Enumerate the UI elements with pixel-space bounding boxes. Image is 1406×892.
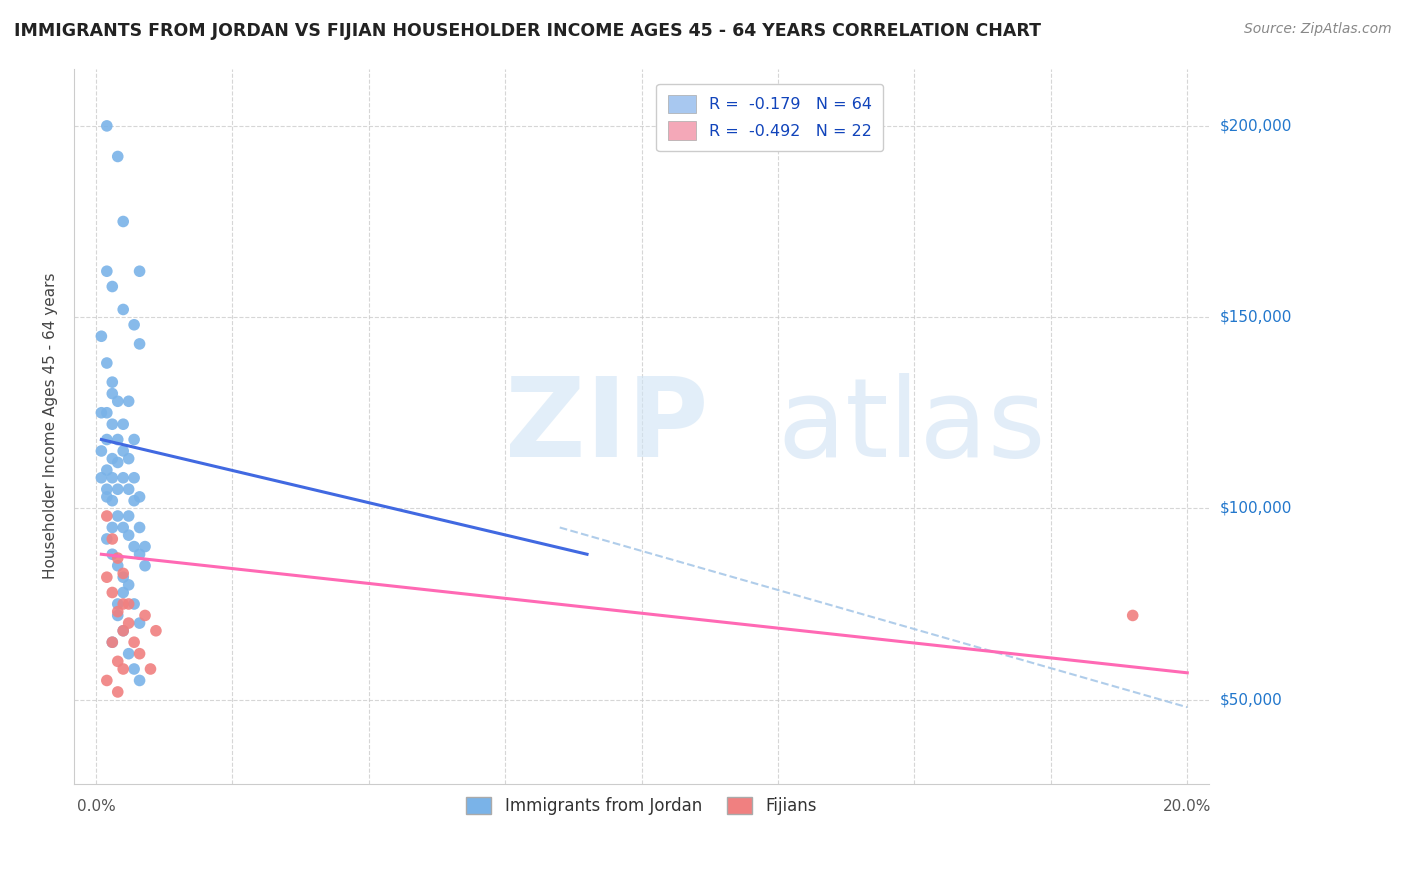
Point bbox=[128, 616, 150, 631]
Point bbox=[101, 386, 124, 401]
Point bbox=[118, 578, 141, 592]
Point bbox=[107, 433, 129, 447]
Point bbox=[134, 608, 156, 623]
Text: Source: ZipAtlas.com: Source: ZipAtlas.com bbox=[1244, 22, 1392, 37]
Point bbox=[96, 673, 118, 688]
Point bbox=[96, 433, 118, 447]
Point bbox=[107, 551, 129, 566]
Point bbox=[128, 337, 150, 351]
Text: 0.0%: 0.0% bbox=[76, 799, 115, 814]
Point bbox=[96, 570, 118, 584]
Y-axis label: Householder Income Ages 45 - 64 years: Householder Income Ages 45 - 64 years bbox=[44, 273, 58, 580]
Point bbox=[107, 608, 129, 623]
Point bbox=[112, 597, 135, 611]
Point bbox=[118, 394, 141, 409]
Point bbox=[122, 540, 145, 554]
Point bbox=[107, 605, 129, 619]
Point bbox=[96, 463, 118, 477]
Point bbox=[90, 444, 112, 458]
Point bbox=[112, 520, 135, 534]
Point bbox=[96, 356, 118, 370]
Point bbox=[122, 597, 145, 611]
Point bbox=[118, 508, 141, 523]
Point bbox=[118, 482, 141, 496]
Point bbox=[107, 394, 129, 409]
Point bbox=[139, 662, 162, 676]
Point bbox=[112, 417, 135, 432]
Point bbox=[101, 375, 124, 389]
Point bbox=[128, 490, 150, 504]
Point bbox=[145, 624, 167, 638]
Point bbox=[96, 490, 118, 504]
Point bbox=[128, 520, 150, 534]
Point bbox=[118, 647, 141, 661]
Point bbox=[112, 570, 135, 584]
Text: $100,000: $100,000 bbox=[1220, 500, 1292, 516]
Point bbox=[101, 547, 124, 561]
Point bbox=[96, 119, 118, 133]
Point bbox=[107, 455, 129, 469]
Point bbox=[101, 471, 124, 485]
Point bbox=[107, 149, 129, 163]
Point bbox=[112, 624, 135, 638]
Point bbox=[101, 417, 124, 432]
Text: $200,000: $200,000 bbox=[1220, 119, 1292, 134]
Point bbox=[90, 471, 112, 485]
Point bbox=[122, 493, 145, 508]
Point bbox=[128, 647, 150, 661]
Point bbox=[107, 482, 129, 496]
Point bbox=[96, 508, 118, 523]
Text: IMMIGRANTS FROM JORDAN VS FIJIAN HOUSEHOLDER INCOME AGES 45 - 64 YEARS CORRELATI: IMMIGRANTS FROM JORDAN VS FIJIAN HOUSEHO… bbox=[14, 22, 1040, 40]
Point bbox=[118, 616, 141, 631]
Text: $150,000: $150,000 bbox=[1220, 310, 1292, 325]
Point bbox=[118, 451, 141, 466]
Point bbox=[122, 635, 145, 649]
Text: 20.0%: 20.0% bbox=[1163, 799, 1212, 814]
Point bbox=[90, 329, 112, 343]
Point bbox=[118, 528, 141, 542]
Point bbox=[128, 547, 150, 561]
Point bbox=[96, 264, 118, 278]
Point bbox=[107, 558, 129, 573]
Point bbox=[107, 685, 129, 699]
Text: ZIP: ZIP bbox=[505, 373, 709, 480]
Point bbox=[101, 520, 124, 534]
Point bbox=[122, 318, 145, 332]
Point bbox=[118, 597, 141, 611]
Point bbox=[101, 635, 124, 649]
Legend: Immigrants from Jordan, Fijians: Immigrants from Jordan, Fijians bbox=[457, 788, 827, 825]
Point bbox=[122, 662, 145, 676]
Point bbox=[107, 508, 129, 523]
Point bbox=[101, 493, 124, 508]
Point bbox=[122, 471, 145, 485]
Text: $50,000: $50,000 bbox=[1220, 692, 1282, 707]
Point bbox=[107, 654, 129, 668]
Point bbox=[128, 264, 150, 278]
Point bbox=[101, 585, 124, 599]
Point bbox=[112, 471, 135, 485]
Point bbox=[112, 662, 135, 676]
Point bbox=[112, 444, 135, 458]
Point bbox=[96, 532, 118, 546]
Point bbox=[107, 597, 129, 611]
Point bbox=[96, 482, 118, 496]
Point bbox=[101, 451, 124, 466]
Point bbox=[112, 624, 135, 638]
Text: atlas: atlas bbox=[778, 373, 1046, 480]
Point bbox=[134, 558, 156, 573]
Point bbox=[112, 214, 135, 228]
Point bbox=[101, 635, 124, 649]
Point bbox=[112, 585, 135, 599]
Point bbox=[90, 406, 112, 420]
Point bbox=[112, 302, 135, 317]
Point bbox=[128, 673, 150, 688]
Point bbox=[122, 433, 145, 447]
Point bbox=[96, 406, 118, 420]
Point bbox=[112, 566, 135, 581]
Point bbox=[101, 532, 124, 546]
Point bbox=[1122, 608, 1144, 623]
Point bbox=[134, 540, 156, 554]
Point bbox=[101, 279, 124, 293]
